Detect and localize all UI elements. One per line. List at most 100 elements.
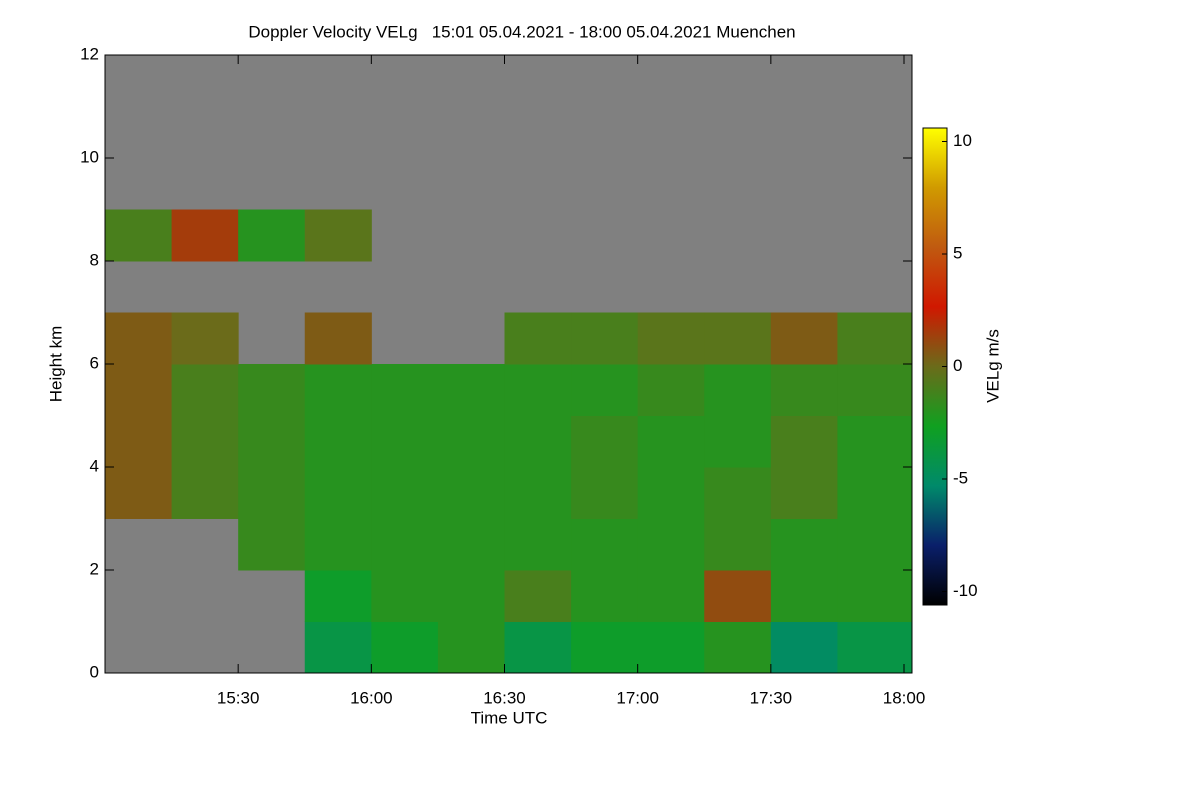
heat-cell: [105, 415, 173, 468]
colorbar-label: VELg m/s: [983, 329, 1002, 403]
heat-cell: [238, 415, 306, 468]
heat-cell: [704, 467, 772, 519]
y-tick-label: 4: [90, 456, 99, 475]
heat-cell: [571, 467, 639, 519]
heat-cell: [504, 364, 572, 416]
x-tick-label: 18:00: [883, 688, 926, 707]
heat-cell: [105, 467, 173, 519]
heat-cell: [504, 570, 572, 622]
heat-cell: [637, 415, 705, 468]
heat-cell: [238, 209, 306, 262]
x-tick-label: 15:30: [217, 688, 260, 707]
heat-cell: [238, 467, 306, 519]
heat-cell: [571, 415, 639, 468]
colorbar-tick-label: -10: [953, 581, 978, 600]
heat-cell: [704, 518, 772, 571]
heat-cell: [637, 364, 705, 416]
x-tick-label: 16:30: [483, 688, 526, 707]
heat-cell: [837, 570, 913, 622]
colorbar-tick-label: 10: [953, 131, 972, 150]
chart-title: Doppler Velocity VELg 15:01 05.04.2021 -…: [248, 22, 795, 41]
y-tick-label: 0: [90, 662, 99, 681]
y-axis-label: Height km: [46, 326, 65, 403]
heat-cell: [770, 518, 838, 571]
heat-cell: [837, 518, 913, 571]
heat-cell: [571, 518, 639, 571]
heat-cell: [437, 621, 506, 674]
heat-cell: [770, 364, 838, 416]
heat-cell: [504, 312, 572, 365]
heat-cell: [437, 364, 506, 416]
heat-cell: [837, 415, 913, 468]
y-tick-label: 12: [80, 44, 99, 63]
heat-cell: [704, 621, 772, 674]
colorbar-tick-label: -5: [953, 468, 968, 487]
heat-cell: [304, 209, 372, 262]
heat-cell: [837, 312, 913, 365]
heat-cell: [304, 415, 372, 468]
heat-cell: [571, 312, 639, 365]
heat-cell: [304, 570, 372, 622]
y-tick-label: 8: [90, 250, 99, 269]
heat-cell: [171, 312, 239, 365]
heat-cell: [504, 621, 572, 674]
heat-cell: [304, 312, 372, 365]
heat-cell: [704, 415, 772, 468]
colorbar-tick-label: 0: [953, 356, 962, 375]
heat-cell: [637, 518, 705, 571]
x-tick-label: 17:30: [750, 688, 793, 707]
heat-cell: [704, 570, 772, 622]
heat-cell: [504, 518, 572, 571]
heat-cell: [238, 518, 306, 571]
heat-cell: [704, 312, 772, 365]
y-tick-label: 10: [80, 147, 99, 166]
heat-cell: [637, 312, 705, 365]
heat-cell: [371, 364, 439, 416]
heat-cell: [571, 621, 639, 674]
heat-cell: [437, 415, 506, 468]
heat-cell: [770, 312, 838, 365]
heat-cell: [304, 621, 372, 674]
y-tick-label: 2: [90, 559, 99, 578]
heat-cell: [637, 467, 705, 519]
heat-cell: [437, 518, 506, 571]
heat-cell: [837, 364, 913, 416]
heat-cell: [770, 621, 838, 674]
heat-cell: [504, 467, 572, 519]
heat-cell: [105, 364, 173, 416]
heat-cell: [171, 467, 239, 519]
heat-cell: [105, 312, 173, 365]
heat-cell: [837, 467, 913, 519]
heat-cell: [171, 415, 239, 468]
heat-cell: [770, 415, 838, 468]
x-axis-label: Time UTC: [471, 708, 548, 727]
heat-cell: [637, 621, 705, 674]
heat-cell: [304, 518, 372, 571]
heat-cell: [371, 467, 439, 519]
heat-cell: [571, 570, 639, 622]
heat-cell: [171, 209, 239, 262]
heat-cell: [105, 209, 173, 262]
heat-cell: [837, 621, 913, 674]
colorbar-tick-label: 5: [953, 243, 962, 262]
heat-cell: [371, 570, 439, 622]
heat-cell: [770, 570, 838, 622]
heat-cell: [171, 364, 239, 416]
heat-cell: [704, 364, 772, 416]
heat-cell: [238, 364, 306, 416]
heat-cell: [437, 467, 506, 519]
heat-cell: [637, 570, 705, 622]
heat-cell: [437, 570, 506, 622]
x-tick-label: 17:00: [616, 688, 659, 707]
heat-cell: [371, 415, 439, 468]
y-tick-label: 6: [90, 353, 99, 372]
heat-cell: [371, 518, 439, 571]
heat-cell: [770, 467, 838, 519]
heat-cell: [371, 621, 439, 674]
heat-cell: [571, 364, 639, 416]
heat-cell: [304, 467, 372, 519]
x-tick-label: 16:00: [350, 688, 393, 707]
heat-cell: [504, 415, 572, 468]
heat-cell: [304, 364, 372, 416]
